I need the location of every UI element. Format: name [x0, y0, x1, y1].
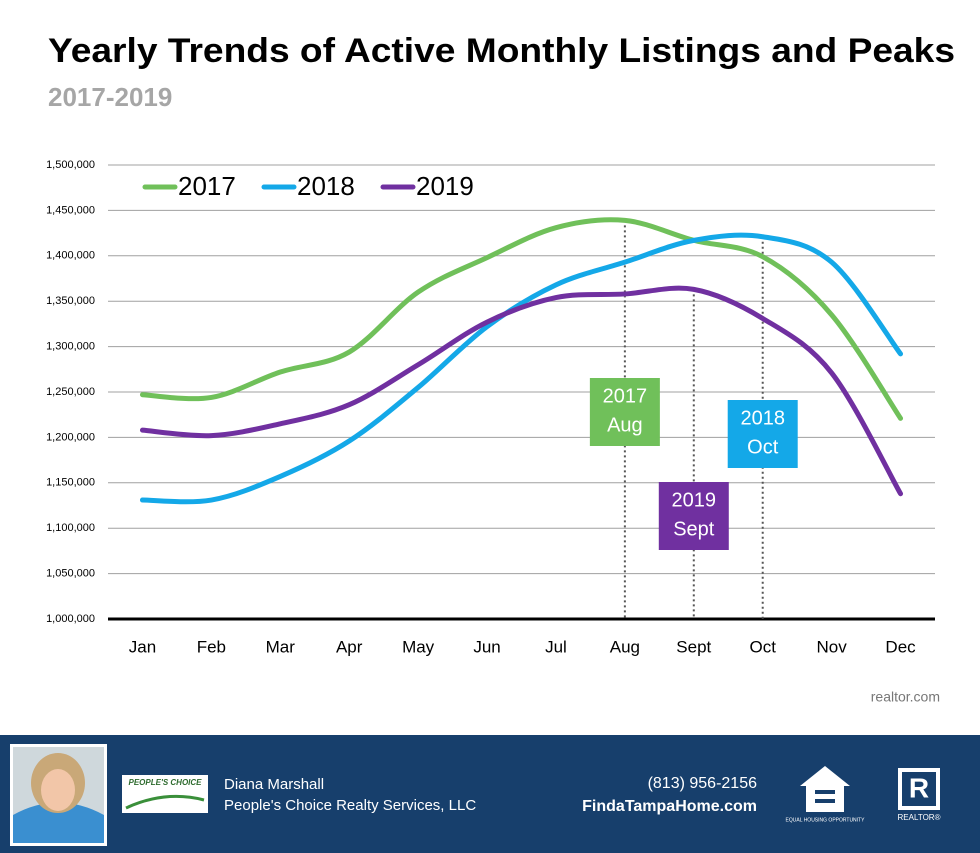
realtor-r: R — [909, 772, 929, 803]
chart-subtitle: 2017-2019 — [48, 82, 172, 112]
realtor-icon-inner — [902, 772, 936, 806]
x-tick-label: Feb — [197, 637, 226, 656]
logo-box — [122, 775, 208, 813]
y-tick-label: 1,250,000 — [46, 386, 95, 398]
realtor-text: REALTOR® — [898, 813, 941, 822]
annotation-box — [658, 482, 729, 550]
equal-housing-icon — [800, 766, 850, 812]
y-tick-label: 1,350,000 — [46, 295, 95, 307]
legend-label: 2018 — [297, 171, 355, 201]
annotation-text: Sept — [673, 518, 715, 540]
series-line — [139, 217, 904, 421]
footer: PEOPLE'S CHOICE Diana Marshall People's … — [0, 735, 980, 853]
x-tick-label: Jul — [545, 637, 567, 656]
y-tick-label: 1,000,000 — [46, 613, 95, 625]
photo-face — [41, 769, 75, 811]
y-tick-label: 1,200,000 — [46, 431, 95, 443]
chart-title: Yearly Trends of Active Monthly Listings… — [48, 32, 955, 70]
annotation-text: Oct — [747, 436, 779, 458]
x-tick-label: Jun — [473, 637, 500, 656]
company: People's Choice Realty Services, LLC — [224, 797, 476, 814]
source: realtor.com — [871, 689, 940, 705]
annotation-box — [727, 400, 798, 468]
equal-housing-text: EQUAL HOUSING OPPORTUNITY — [786, 817, 866, 823]
y-tick-label: 1,100,000 — [46, 522, 95, 534]
photo-shirt — [13, 802, 104, 843]
agent-name: Diana Marshall — [224, 776, 324, 793]
annotation-text: 2018 — [740, 407, 785, 429]
x-tick-label: Dec — [885, 637, 916, 656]
y-tick-label: 1,500,000 — [46, 159, 95, 171]
y-tick-label: 1,050,000 — [46, 568, 95, 580]
logo-swoosh — [125, 794, 205, 810]
phone: (813) 956-2156 — [648, 775, 758, 792]
legend-label: 2019 — [416, 171, 474, 201]
x-tick-label: Apr — [336, 637, 363, 656]
icon-bar — [815, 799, 835, 803]
icon-bar — [815, 790, 835, 794]
x-tick-label: Aug — [610, 637, 640, 656]
x-tick-label: Nov — [817, 637, 848, 656]
x-tick-label: Sept — [676, 637, 711, 656]
y-tick-label: 1,300,000 — [46, 341, 95, 353]
website: FindaTampaHome.com — [582, 798, 757, 815]
annotation-text: Aug — [607, 414, 643, 436]
annotation-box — [589, 378, 660, 446]
annotation-text: 2017 — [603, 385, 648, 407]
logo-text: PEOPLE'S CHOICE — [128, 778, 202, 787]
x-tick-label: Jan — [129, 637, 156, 656]
x-tick-label: May — [402, 637, 435, 656]
series-line — [139, 232, 904, 505]
y-tick-label: 1,400,000 — [46, 250, 95, 262]
x-tick-label: Mar — [266, 637, 296, 656]
annotation-text: 2019 — [672, 489, 717, 511]
x-tick-label: Oct — [749, 637, 776, 656]
y-tick-label: 1,150,000 — [46, 477, 95, 489]
series-line — [139, 285, 904, 497]
legend-label: 2017 — [178, 171, 236, 201]
y-tick-label: 1,450,000 — [46, 204, 95, 216]
plot: 1,000,000 1,050,000 1,100,000 1,150,000 1,20… — [46, 159, 935, 656]
